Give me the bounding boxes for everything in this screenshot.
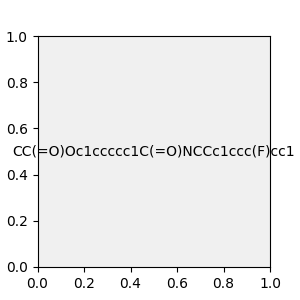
Text: CC(=O)Oc1ccccc1C(=O)NCCc1ccc(F)cc1: CC(=O)Oc1ccccc1C(=O)NCCc1ccc(F)cc1 xyxy=(12,145,295,158)
